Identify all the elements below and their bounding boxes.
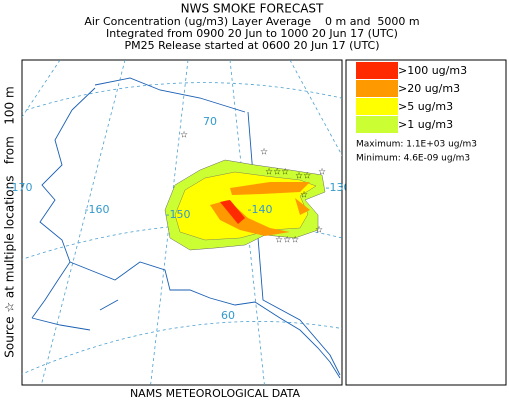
legend: >100 ug/m3 >20 ug/m3 >5 ug/m3 >1 ug/m3 — [356, 62, 467, 133]
map-label: -150 — [166, 208, 191, 221]
map-label: -160 — [85, 203, 110, 216]
map-label: 60 — [221, 309, 235, 322]
svg-text:☆☆☆: ☆☆☆ — [265, 168, 289, 178]
minimum: Minimum: 4.6E-09 ug/m3 — [356, 154, 470, 164]
legend-label: >1 ug/m3 — [398, 118, 453, 131]
map-labels: 70 -170 -160 -150 -140 -130 60 — [8, 115, 351, 322]
plume — [220, 200, 245, 224]
legend-label: >100 ug/m3 — [398, 64, 467, 77]
footer: NAMS METEOROLOGICAL DATA — [130, 387, 301, 400]
graticule — [22, 82, 342, 112]
map-label: -170 — [8, 181, 33, 194]
map-label: -140 — [248, 203, 273, 216]
graticule — [40, 60, 126, 385]
map-label: -130 — [326, 181, 351, 194]
graticule — [22, 60, 61, 118]
legend-swatch — [356, 62, 398, 79]
svg-text:☆☆: ☆☆ — [295, 172, 311, 182]
sources: ☆☆☆☆ ☆☆ ☆ ☆☆☆☆☆☆ — [180, 131, 326, 246]
svg-text:☆☆☆: ☆☆☆ — [275, 236, 299, 246]
legend-swatch — [356, 116, 398, 133]
svg-text:☆: ☆ — [315, 226, 323, 236]
legend-swatch — [356, 98, 398, 115]
plume — [210, 182, 310, 236]
map-label: 70 — [203, 115, 217, 128]
svg-text:☆: ☆ — [318, 168, 326, 178]
svg-text:☆: ☆ — [300, 191, 308, 201]
graticule — [289, 60, 342, 157]
graticule — [22, 321, 342, 375]
coastline — [31, 299, 119, 331]
map: ☆☆☆☆ ☆☆ ☆ ☆☆☆☆☆☆ — [22, 60, 342, 385]
subtitle: Integrated from 0900 20 Jun to 1000 20 J… — [106, 27, 398, 40]
coastline — [31, 77, 341, 379]
graticule — [150, 60, 189, 385]
legend-label: >5 ug/m3 — [398, 100, 453, 113]
legend-label: >20 ug/m3 — [398, 82, 460, 95]
svg-text:☆: ☆ — [180, 131, 188, 141]
legend-swatch — [356, 80, 398, 97]
subtitle: PM25 Release started at 0600 20 Jun 17 (… — [124, 39, 379, 52]
title: NWS SMOKE FORECAST — [181, 2, 324, 16]
graticule — [229, 60, 265, 385]
maximum: Maximum: 1.1E+03 ug/m3 — [356, 140, 477, 150]
svg-text:☆: ☆ — [260, 148, 268, 158]
subtitle: Air Concentration (ug/m3) Layer Average … — [84, 15, 419, 28]
side-label: Source ☆ at multiple locations from 100 … — [3, 86, 17, 357]
